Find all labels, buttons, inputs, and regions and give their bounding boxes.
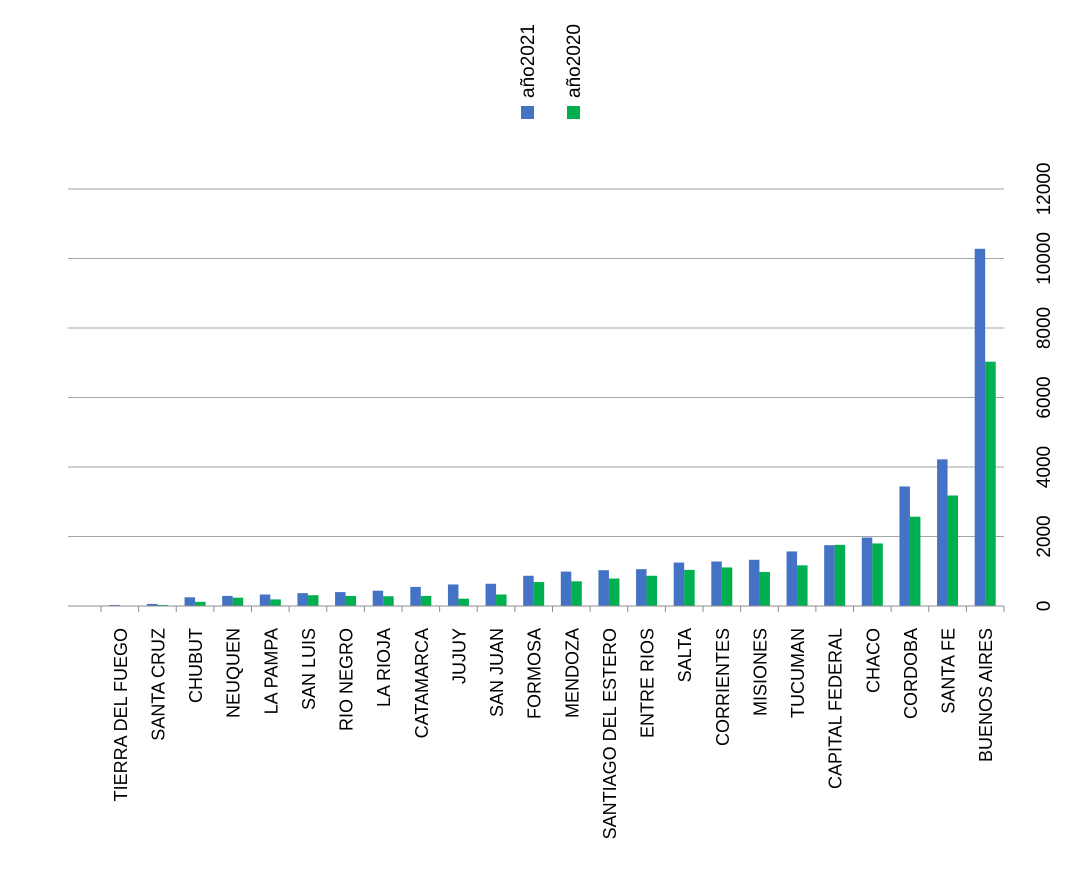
bar-año2020-catamarca bbox=[420, 595, 432, 606]
bar-año2020-jujuy bbox=[458, 598, 469, 606]
y-tick-label: 2000 bbox=[1034, 515, 1055, 557]
bar-año2021-la-rioja bbox=[372, 590, 384, 606]
bar-año2021-jujuy bbox=[447, 584, 459, 606]
gridlines bbox=[68, 188, 1004, 607]
x-axis bbox=[68, 605, 1005, 612]
bar-año2020-corrientes bbox=[721, 567, 733, 606]
category-label: CHACO bbox=[863, 628, 883, 693]
bar-año2021-santa-fe bbox=[937, 459, 948, 606]
bar-año2020-entre-rios bbox=[646, 575, 658, 606]
category-label: RIO NEGRO bbox=[337, 628, 357, 731]
bar-año2021-neuquen bbox=[222, 595, 233, 606]
bar-año2021-san-juan bbox=[485, 583, 497, 606]
category-label: CATAMARCA bbox=[412, 628, 432, 738]
bar-año2021-santiago-del-estero bbox=[598, 570, 609, 606]
category-label: SAN LUIS bbox=[299, 628, 319, 710]
bar-año2020-chubut bbox=[195, 601, 206, 606]
legend-swatch bbox=[521, 106, 534, 119]
legend-label: año2021 bbox=[518, 24, 539, 98]
bar-año2021-formosa bbox=[523, 575, 534, 606]
bar-año2020-san-juan bbox=[496, 594, 507, 606]
bar-año2020-salta bbox=[684, 569, 695, 606]
bar-año2021-buenos-aires bbox=[974, 248, 986, 606]
bar-año2020-formosa bbox=[533, 582, 545, 606]
y-tick-label: 0 bbox=[1034, 601, 1055, 612]
bar-año2021-catamarca bbox=[410, 586, 421, 606]
bar-año2021-chaco bbox=[861, 537, 873, 606]
category-label: JUJUY bbox=[449, 628, 469, 684]
bar-año2020-buenos-aires bbox=[985, 361, 996, 606]
y-tick-label: 8000 bbox=[1034, 307, 1055, 349]
legend-swatch bbox=[567, 106, 580, 119]
category-label: TIERRA DEL FUEGO bbox=[111, 628, 131, 801]
bar-año2021-santa-cruz bbox=[146, 603, 158, 606]
bar-año2020-santa-cruz bbox=[157, 604, 168, 606]
bar-año2020-cordoba bbox=[909, 516, 921, 606]
category-label: SAN JUAN bbox=[487, 628, 507, 717]
category-label: CHUBUT bbox=[186, 628, 206, 703]
category-label: BUENOS AIRES bbox=[976, 628, 996, 762]
category-label: TUCUMAN bbox=[788, 628, 808, 718]
category-label: SANTA CRUZ bbox=[148, 628, 168, 741]
bar-año2021-misiones bbox=[748, 559, 760, 606]
bar-año2020-capital-federal bbox=[834, 544, 846, 606]
bar-año2021-tucuman bbox=[786, 551, 798, 606]
bar-año2020-mendoza bbox=[571, 581, 582, 606]
bar-año2021-mendoza bbox=[560, 571, 572, 606]
bar-año2021-tierra-del-fuego bbox=[109, 604, 120, 606]
category-label: LA PAMPA bbox=[261, 628, 281, 714]
bar-año2020-la-rioja bbox=[383, 596, 394, 606]
category-label: CORRIENTES bbox=[713, 628, 733, 746]
category-label: MENDOZA bbox=[562, 628, 582, 718]
bar-año2020-la-pampa bbox=[270, 599, 281, 606]
category-label: CORDOBA bbox=[901, 628, 921, 719]
y-tick-label: 6000 bbox=[1034, 376, 1055, 418]
bar-año2021-la-pampa bbox=[259, 594, 271, 606]
bar-año2021-san-luis bbox=[297, 593, 308, 606]
category-label: LA RIOJA bbox=[374, 628, 394, 707]
bar-año2021-rio-negro bbox=[335, 592, 346, 606]
bar-año2021-salta bbox=[673, 562, 685, 606]
bar-año2020-santa-fe bbox=[947, 495, 959, 606]
bar-año2020-neuquen bbox=[232, 597, 244, 606]
category-label: SANTA FE bbox=[939, 628, 959, 714]
bar-año2020-san-luis bbox=[307, 595, 319, 606]
bar-año2020-rio-negro bbox=[345, 595, 357, 606]
y-tick-label: 10000 bbox=[1034, 232, 1055, 285]
category-labels: TIERRA DEL FUEGO SANTA CRUZ CHUBUT NEUQUEN L… bbox=[111, 628, 996, 839]
bar-año2021-capital-federal bbox=[824, 545, 835, 606]
bar-año2021-cordoba bbox=[899, 486, 910, 606]
y-tick-labels: 0 2000 4000 6000 8000 10000 12000 bbox=[1034, 163, 1055, 612]
category-label: ENTRE RIOS bbox=[638, 628, 658, 738]
bars bbox=[109, 248, 996, 606]
category-label: SALTA bbox=[675, 628, 695, 682]
bar-año2020-santiago-del-estero bbox=[608, 578, 620, 606]
category-label: FORMOSA bbox=[525, 628, 545, 719]
category-label: SANTIAGO DEL ESTERO bbox=[600, 628, 620, 839]
legend-label: año2020 bbox=[564, 24, 585, 98]
legend: año2021 año2020 bbox=[518, 24, 585, 119]
y-tick-label: 12000 bbox=[1034, 163, 1055, 216]
bar-año2021-entre-rios bbox=[636, 569, 647, 606]
bar-año2021-corrientes bbox=[711, 561, 722, 606]
category-label: CAPITAL FEDERAL bbox=[826, 628, 846, 789]
y-tick-label: 4000 bbox=[1034, 446, 1055, 488]
category-label: NEUQUEN bbox=[224, 628, 244, 718]
bar-año2020-tucuman bbox=[797, 565, 808, 606]
bar-año2020-chaco bbox=[872, 543, 883, 606]
bar-año2021-chubut bbox=[184, 597, 196, 606]
category-label: MISIONES bbox=[750, 628, 770, 716]
bar-año2020-misiones bbox=[759, 571, 770, 606]
